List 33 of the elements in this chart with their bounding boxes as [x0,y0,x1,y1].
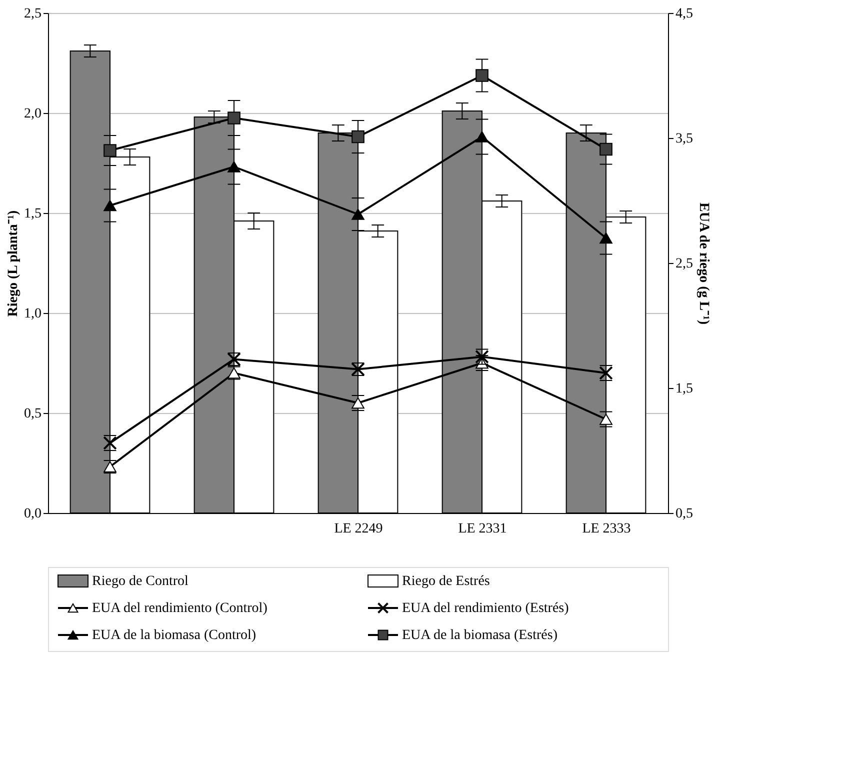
point [352,208,364,220]
x-tick-label: LE 2333 [582,522,631,536]
x-tick-label: LE 2331 [458,522,507,536]
point [600,414,612,425]
legend-label: Riego de Control [92,574,189,589]
legend-label: EUA del rendimiento (Estrés) [402,601,570,616]
y-tick-label: 1,5 [24,206,42,222]
y2-tick-label: 3,5 [676,132,693,146]
y2-tick-label: 4,5 [676,6,693,22]
legend-label: EUA de la biomasa (Estrés) [402,628,558,643]
y-tick-label: 2,5 [24,6,42,22]
x-tick-label: LE 2249 [334,522,383,536]
y-tick-label: 1,0 [24,306,42,322]
y-tick-label: 2,0 [24,106,42,122]
y-axis-title: Riego (L planta⁻¹) [6,210,21,317]
y2-tick-label: 2,5 [676,256,693,272]
legend-label: Riego de Estrés [402,574,490,589]
point [600,232,612,244]
y-tick-label: 0,5 [24,406,42,422]
point [228,112,240,124]
point [104,144,116,157]
y-tick-label: 0,0 [24,506,42,522]
point [104,200,116,212]
y2-axis-title: EUA de riego (g L⁻¹) [696,202,711,325]
y2-tick-label: 1,5 [676,382,693,396]
point [352,130,364,144]
legend-label: EUA de la biomasa (Control) [92,628,256,643]
point [476,131,488,142]
y2-tick-label: 0,5 [676,506,693,522]
point [476,69,488,82]
point [600,142,612,156]
point [228,161,240,172]
legend-label: EUA del rendimiento (Control) [92,601,268,616]
